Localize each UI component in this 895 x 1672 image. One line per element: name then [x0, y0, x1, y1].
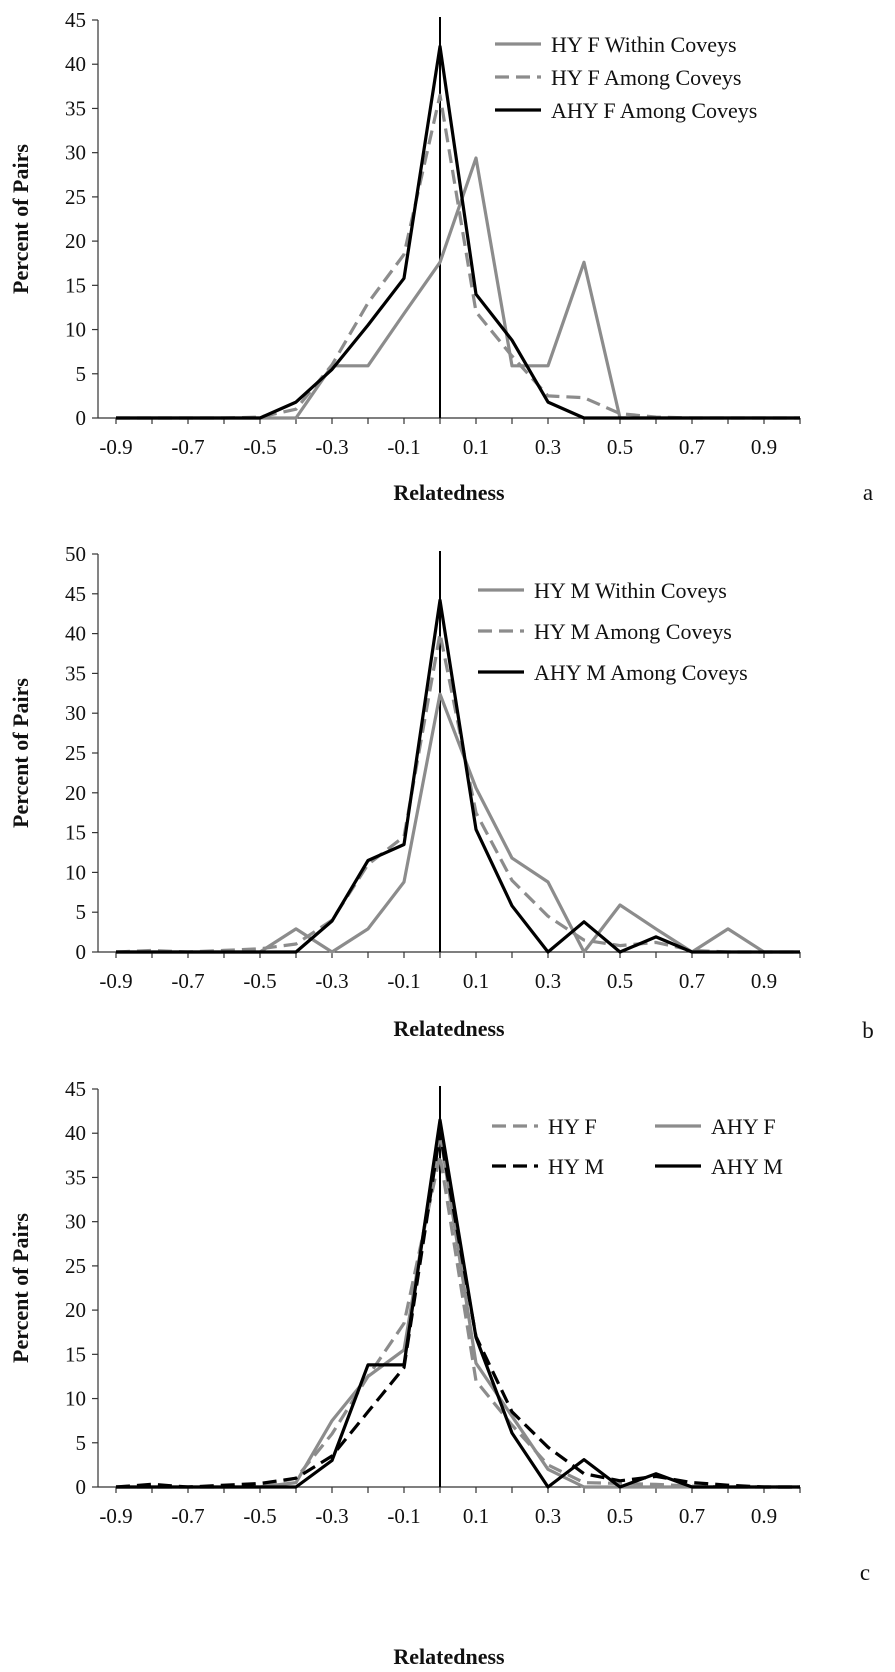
series-line-3: [115, 1131, 800, 1489]
x-tick-label: 0.7: [679, 969, 705, 993]
y-tick-label: 50: [65, 542, 86, 566]
y-tick-label: 15: [65, 1342, 86, 1366]
x-tick-label: -0.9: [99, 1504, 132, 1528]
x-tick-label: 0.9: [751, 1504, 777, 1528]
y-tick-label: 30: [65, 141, 86, 165]
legend-label: AHY M: [711, 1154, 783, 1179]
y-tick-label: 10: [65, 1387, 86, 1411]
x-tick-label: -0.3: [315, 435, 348, 459]
y-tick-label: 5: [76, 362, 87, 386]
y-tick-label: 5: [76, 900, 87, 924]
x-tick-label: 0.1: [463, 1504, 489, 1528]
y-tick-label: 35: [65, 661, 86, 685]
x-tick-label: 0.1: [463, 969, 489, 993]
y-tick-label: 20: [65, 781, 86, 805]
x-tick-label: -0.7: [171, 1504, 204, 1528]
y-tick-label: 20: [65, 1298, 86, 1322]
panel-letter: b: [862, 1018, 874, 1043]
y-tick-label: 15: [65, 273, 86, 297]
panel-b-chart: 0 5 10 15 20 25 30 35 40 45 50 -0.9 -0.7 -0.5 -0.3 -0.1…: [8, 542, 874, 1043]
series-line-2: [116, 1131, 800, 1489]
y-tick-label: 5: [76, 1431, 87, 1455]
x-tick-label: 0.7: [679, 435, 705, 459]
x-tick-label: 0.9: [751, 435, 777, 459]
x-tick-label: 0.5: [607, 435, 633, 459]
y-tick-label: 30: [65, 1210, 86, 1234]
panel-c-chart: 0 5 10 15 20 25 30 35 40 45 -0.9 -0.7 -0.5 -0.3 -0.1 0.…: [8, 1077, 870, 1669]
x-tick-label: -0.7: [171, 969, 204, 993]
x-tick-label: 0.3: [535, 969, 561, 993]
y-tick-label: 25: [65, 1254, 86, 1278]
x-axis-label: Relatedness: [393, 480, 505, 505]
x-tick-label: -0.1: [387, 435, 420, 459]
y-axis-label: Percent of Pairs: [8, 1213, 33, 1363]
y-tick-label: 35: [65, 1165, 86, 1189]
legend-label: AHY M Among Coveys: [534, 660, 748, 685]
series-line-3: [116, 44, 800, 420]
panel-letter: a: [863, 480, 873, 505]
y-tick-label: 30: [65, 701, 86, 725]
panel-letter: c: [860, 1560, 870, 1585]
legend-label: HY F: [548, 1114, 597, 1139]
x-tick-label: 0.5: [607, 969, 633, 993]
x-tick-label: 0.1: [463, 435, 489, 459]
legend-label: HY M Within Coveys: [534, 578, 727, 603]
y-tick-label: 40: [65, 622, 86, 646]
x-tick-label: 0.5: [607, 1504, 633, 1528]
series-line-3: [116, 598, 800, 954]
legend-label: HY F Among Coveys: [551, 65, 741, 90]
series-line-1: [116, 1153, 800, 1489]
y-tick-label: 45: [65, 8, 86, 32]
y-axis-label: Percent of Pairs: [8, 678, 33, 828]
y-tick-label: 10: [65, 860, 86, 884]
series-line-4: [116, 1118, 800, 1489]
x-tick-label: -0.5: [243, 435, 276, 459]
legend-label: HY M Among Coveys: [534, 619, 732, 644]
legend-label: AHY F Among Coveys: [551, 98, 757, 123]
y-tick-label: 20: [65, 229, 86, 253]
panel-a-chart: 0 5 10 15 20 25 30 35 40 45 -0.9 -0.7 -0.5 -0.3 -0.1 0.…: [8, 8, 873, 505]
y-tick-label: 0: [76, 940, 87, 964]
y-tick-label: 40: [65, 52, 86, 76]
x-tick-label: -0.1: [387, 969, 420, 993]
y-tick-label: 25: [65, 185, 86, 209]
y-tick-label: 35: [65, 96, 86, 120]
y-tick-label: 40: [65, 1121, 86, 1145]
x-tick-label: 0.9: [751, 969, 777, 993]
legend-label: AHY F: [711, 1114, 776, 1139]
x-tick-label: -0.7: [171, 435, 204, 459]
x-tick-label: -0.9: [99, 969, 132, 993]
y-tick-label: 25: [65, 741, 86, 765]
x-tick-label: 0.7: [679, 1504, 705, 1528]
x-axis-label: Relatedness: [393, 1644, 505, 1669]
y-tick-label: 45: [65, 582, 86, 606]
x-tick-label: -0.3: [315, 969, 348, 993]
x-tick-label: 0.3: [535, 435, 561, 459]
y-tick-label: 0: [76, 1475, 87, 1499]
legend-label: HY F Within Coveys: [551, 32, 737, 57]
x-tick-label: -0.5: [243, 1504, 276, 1528]
y-tick-label: 45: [65, 1077, 86, 1101]
x-tick-label: -0.9: [99, 435, 132, 459]
x-tick-label: -0.1: [387, 1504, 420, 1528]
series-line-1: [116, 692, 800, 954]
x-tick-label: 0.3: [535, 1504, 561, 1528]
x-tick-label: -0.3: [315, 1504, 348, 1528]
x-axis-label: Relatedness: [393, 1016, 505, 1041]
y-tick-label: 0: [76, 406, 87, 430]
series-line-2: [116, 93, 800, 420]
y-tick-label: 15: [65, 821, 86, 845]
legend-label: HY M: [548, 1154, 604, 1179]
y-axis-label: Percent of Pairs: [8, 144, 33, 294]
y-tick-label: 10: [65, 318, 86, 342]
x-tick-label: -0.5: [243, 969, 276, 993]
